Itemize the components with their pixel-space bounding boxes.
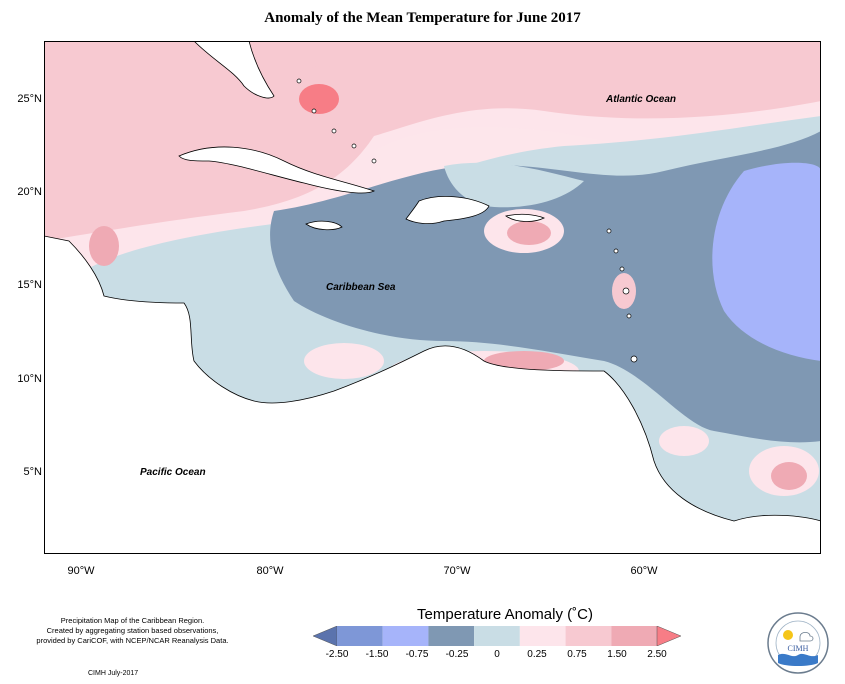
color-scale-bar: [313, 626, 681, 646]
svg-text:CIMH: CIMH: [788, 644, 809, 653]
legend-swatch-7: [611, 626, 657, 646]
label-caribbean-sea: Caribbean Sea: [326, 282, 396, 293]
anomaly-cold-east: [712, 162, 821, 361]
legend-tick-label: 0: [494, 649, 500, 660]
lon-label-90w: 90°W: [67, 565, 95, 577]
anomaly-warm-north: [44, 41, 821, 241]
legend-tick-label: -2.50: [325, 649, 349, 660]
data-credit: Precipitation Map of the Caribbean Regio…: [10, 616, 255, 646]
lat-label-25n: 25°N: [17, 93, 42, 105]
land-hispaniola: [405, 196, 490, 225]
map-title: Anomaly of the Mean Temperature for June…: [264, 10, 581, 26]
legend-tick-label: 2.50: [647, 649, 667, 660]
footer-note: CIMH July-2017: [88, 670, 139, 677]
map-border: [44, 41, 821, 554]
lat-label-10n: 10°N: [17, 373, 42, 385]
wave-icon: [778, 653, 818, 666]
legend-tick-label: 0.25: [527, 649, 547, 660]
legend-title: Temperature Anomaly (˚C): [417, 606, 593, 623]
legend-swatch-8: [656, 626, 681, 646]
lon-label-70w: 70°W: [443, 565, 471, 577]
land-lesser-antilles: [606, 228, 638, 363]
cloud-icon: [799, 631, 814, 642]
label-atlantic-ocean: Atlantic Ocean: [606, 94, 677, 105]
credit-line-3: provided by CariCOF, with NCEP/NCAR Rean…: [36, 636, 229, 645]
legend-swatch-2: [382, 626, 429, 646]
lat-label-15n: 15°N: [17, 279, 42, 291]
credit-line-2: Created by aggregating station based obs…: [46, 626, 219, 635]
land-bahamas: [296, 78, 377, 164]
legend-tick-label: 1.50: [607, 649, 627, 660]
legend-tick-label: 0.75: [567, 649, 587, 660]
land-jamaica: [305, 220, 343, 231]
legend-tick-label: -0.25: [445, 649, 469, 660]
lon-label-80w: 80°W: [256, 565, 284, 577]
sun-icon: [783, 630, 793, 640]
legend-tick-label: -1.50: [365, 649, 389, 660]
land-cuba: [178, 146, 376, 194]
anomaly-hot-bahamas: [299, 84, 339, 114]
legend-swatch-3: [428, 626, 475, 646]
anomaly-cool-dark: [270, 131, 821, 443]
land-florida: [193, 41, 275, 99]
legend-swatch-4: [474, 626, 520, 646]
credit-line-1: Precipitation Map of the Caribbean Regio…: [60, 616, 205, 625]
label-pacific-ocean: Pacific Ocean: [140, 467, 206, 478]
cimh-logo: CIMH: [766, 611, 830, 680]
legend-swatch-1: [337, 626, 383, 646]
lat-label-20n: 20°N: [17, 186, 42, 198]
lon-label-60w: 60°W: [630, 565, 658, 577]
legend-tick-label: -0.75: [405, 649, 429, 660]
legend-swatch-0: [313, 626, 338, 646]
land-puerto-rico: [505, 213, 545, 222]
land-mainland: [44, 235, 821, 554]
map-frame: [44, 41, 821, 554]
legend-swatch-5: [519, 626, 566, 646]
lat-label-5n: 5°N: [23, 466, 42, 478]
legend-swatch-6: [565, 626, 612, 646]
